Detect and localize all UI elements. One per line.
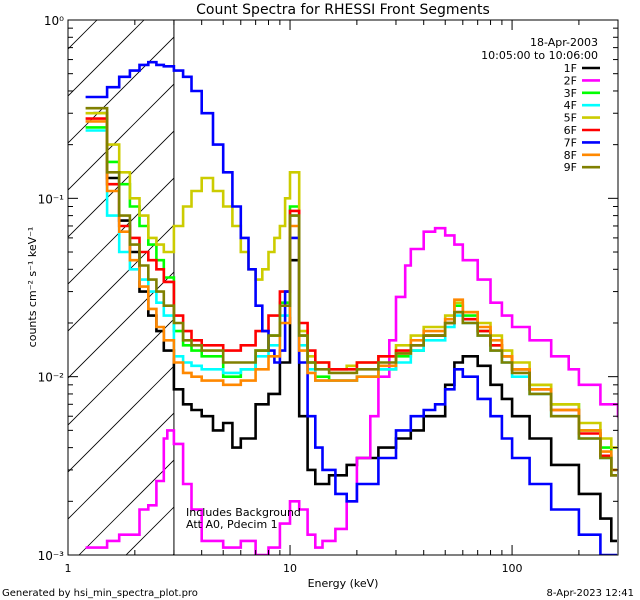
- hatch-line: [68, 83, 174, 191]
- annotation-background: Includes Background: [186, 506, 301, 519]
- y-tick-label: 10⁻²: [38, 371, 65, 385]
- legend-label-6f: 6F: [564, 124, 577, 137]
- chart-title: Count Spectra for RHESSI Front Segments: [196, 2, 490, 18]
- x-tick-label: 10: [283, 562, 297, 575]
- series-line-2f: [85, 226, 618, 555]
- footer-date: 8-Apr-2023 12:41: [547, 588, 634, 599]
- time-range-label: 10:05:00 to 10:06:00: [481, 49, 598, 62]
- y-tick-label: 10⁻¹: [38, 192, 65, 206]
- hatch-line: [68, 365, 174, 473]
- hatch-line: [68, 271, 174, 379]
- x-tick-label: 1: [65, 562, 72, 575]
- date-label: 18-Apr-2003: [530, 36, 598, 49]
- series-line-1f: [93, 111, 617, 543]
- y-axis-label: counts cm⁻² s⁻¹ keV⁻¹: [26, 227, 39, 348]
- legend-label-5f: 5F: [564, 112, 577, 125]
- footer-generated-by: Generated by hsi_min_spectra_plot.pro: [2, 588, 198, 599]
- legend-label-9f: 9F: [564, 161, 577, 174]
- legend-label-4f: 4F: [564, 99, 577, 112]
- hatch-line: [68, 224, 174, 332]
- series-group: [85, 60, 618, 555]
- annotation-attenuator: Att A0, Pdecim 1: [186, 518, 278, 531]
- y-tick-label: 10⁰: [44, 14, 64, 28]
- axis-ticks: [67, 19, 619, 556]
- series-line-8f: [85, 120, 617, 472]
- legend-label-7f: 7F: [564, 136, 577, 149]
- y-tick-label: 10⁻³: [38, 549, 65, 563]
- legend-label-3f: 3F: [564, 87, 577, 100]
- axis-tick-labels: 1 10 100 10⁰ 10⁻¹ 10⁻² 10⁻³: [38, 14, 523, 575]
- plot-frame: [67, 19, 619, 556]
- series-line-9f: [85, 106, 617, 477]
- legend-label-8f: 8F: [564, 149, 577, 162]
- legend-label-1f: 1F: [564, 62, 577, 75]
- legend-label-2f: 2F: [564, 74, 577, 87]
- x-tick-label: 100: [502, 562, 523, 575]
- hatch-line: [78, 459, 174, 555]
- x-axis-label: Energy (keV): [308, 577, 379, 590]
- hatch-line: [68, 412, 174, 520]
